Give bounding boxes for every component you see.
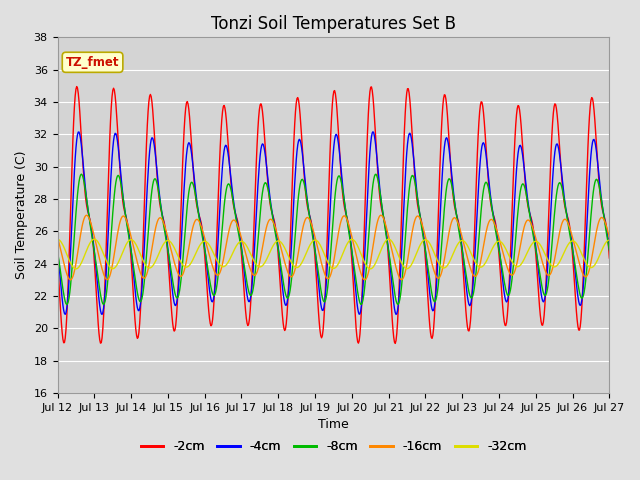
-32cm [419, 239, 426, 245]
-16cm [419, 221, 426, 227]
-32cm [72, 266, 80, 272]
-8cm [122, 215, 130, 220]
Line: -8cm: -8cm [58, 174, 609, 304]
-32cm [90, 236, 98, 242]
-32cm [207, 245, 215, 251]
-4cm [177, 242, 185, 248]
-4cm [54, 248, 61, 253]
-4cm [98, 312, 106, 317]
Line: -2cm: -2cm [58, 86, 609, 343]
-8cm [65, 299, 72, 304]
-4cm [605, 246, 613, 252]
Y-axis label: Soil Temperature (C): Soil Temperature (C) [15, 151, 28, 279]
-16cm [67, 277, 74, 283]
-8cm [63, 301, 70, 307]
-2cm [73, 84, 81, 89]
-2cm [207, 321, 214, 326]
-32cm [605, 237, 613, 243]
-4cm [207, 292, 214, 298]
-32cm [122, 242, 130, 248]
-16cm [178, 273, 186, 279]
-8cm [77, 171, 85, 177]
Legend: -2cm, -4cm, -8cm, -16cm, -32cm: -2cm, -4cm, -8cm, -16cm, -32cm [136, 435, 531, 458]
-8cm [605, 248, 613, 253]
-8cm [178, 268, 186, 274]
-32cm [402, 265, 410, 271]
-16cm [122, 216, 130, 222]
-16cm [605, 234, 613, 240]
-16cm [54, 234, 61, 240]
-2cm [121, 211, 129, 216]
-16cm [207, 258, 215, 264]
-2cm [177, 203, 185, 209]
X-axis label: Time: Time [318, 419, 349, 432]
-2cm [402, 98, 410, 104]
-4cm [63, 299, 71, 305]
-16cm [63, 273, 71, 279]
-2cm [54, 257, 61, 263]
-8cm [54, 248, 61, 254]
Line: -16cm: -16cm [58, 215, 609, 280]
-32cm [178, 261, 186, 266]
-2cm [392, 340, 399, 346]
-32cm [63, 253, 71, 259]
Line: -32cm: -32cm [58, 239, 609, 269]
Text: TZ_fmet: TZ_fmet [66, 56, 119, 69]
Line: -4cm: -4cm [58, 132, 609, 314]
-32cm [54, 237, 61, 242]
-2cm [63, 298, 71, 303]
Title: Tonzi Soil Temperatures Set B: Tonzi Soil Temperatures Set B [211, 15, 456, 33]
-8cm [207, 285, 215, 290]
-4cm [369, 129, 377, 134]
-8cm [402, 225, 410, 231]
-16cm [83, 212, 90, 218]
-4cm [402, 161, 410, 167]
-8cm [419, 228, 426, 233]
-4cm [419, 224, 426, 230]
-2cm [605, 255, 613, 261]
-16cm [402, 266, 410, 272]
-2cm [419, 222, 426, 228]
-4cm [121, 209, 129, 215]
